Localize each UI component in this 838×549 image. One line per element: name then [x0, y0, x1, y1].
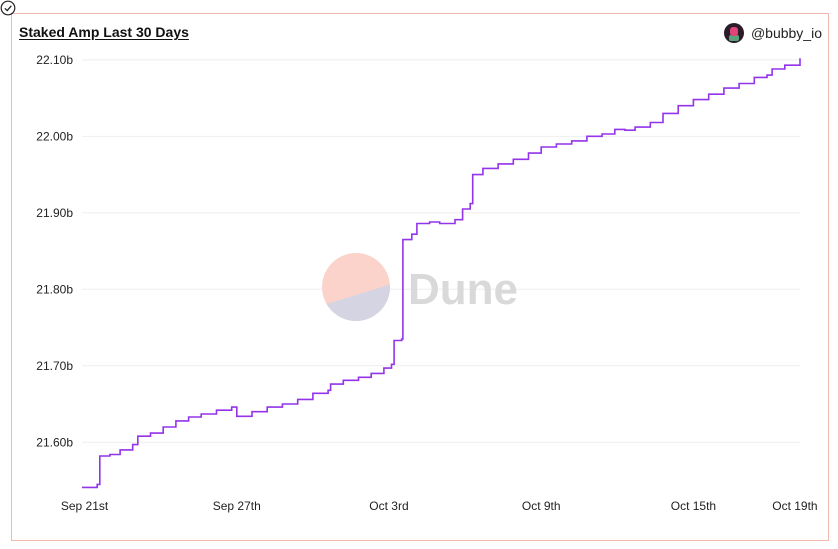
x-axis: Sep 21st Sep 27th Oct 3rd Oct 9th Oct 15th Oc… [61, 499, 818, 513]
y-tick-label: 21.60b [36, 435, 73, 449]
author-badge[interactable]: @bubby_io [723, 23, 822, 43]
x-tick-label: Oct 15th [671, 499, 716, 513]
y-tick-label: 21.70b [36, 359, 73, 373]
x-tick-label: Sep 21st [61, 499, 109, 513]
y-tick-label: 22.10b [36, 53, 73, 67]
user-avatar [723, 23, 744, 43]
x-tick-label: Sep 27th [213, 499, 261, 513]
author-handle[interactable]: @bubby_io [750, 25, 822, 41]
watermark-text: Dune [408, 265, 518, 314]
grid-lines [82, 59, 800, 443]
x-tick-label: Oct 19th [772, 499, 817, 513]
watermark-logo-bottom [322, 284, 390, 321]
series-line[interactable] [82, 58, 801, 489]
x-tick-label: Oct 3rd [369, 499, 408, 513]
x-tick-label: Oct 9th [522, 499, 561, 513]
check-circle-icon[interactable] [0, 0, 16, 16]
y-tick-label: 21.80b [36, 282, 73, 296]
y-axis: 21.60b 21.70b 21.80b 21.90b 22.00b 22.10b [36, 53, 73, 449]
y-tick-label: 22.00b [36, 129, 73, 143]
dune-watermark: Dune [322, 253, 518, 321]
chart-title[interactable]: Staked Amp Last 30 Days [19, 24, 189, 40]
y-tick-label: 21.90b [36, 206, 73, 220]
